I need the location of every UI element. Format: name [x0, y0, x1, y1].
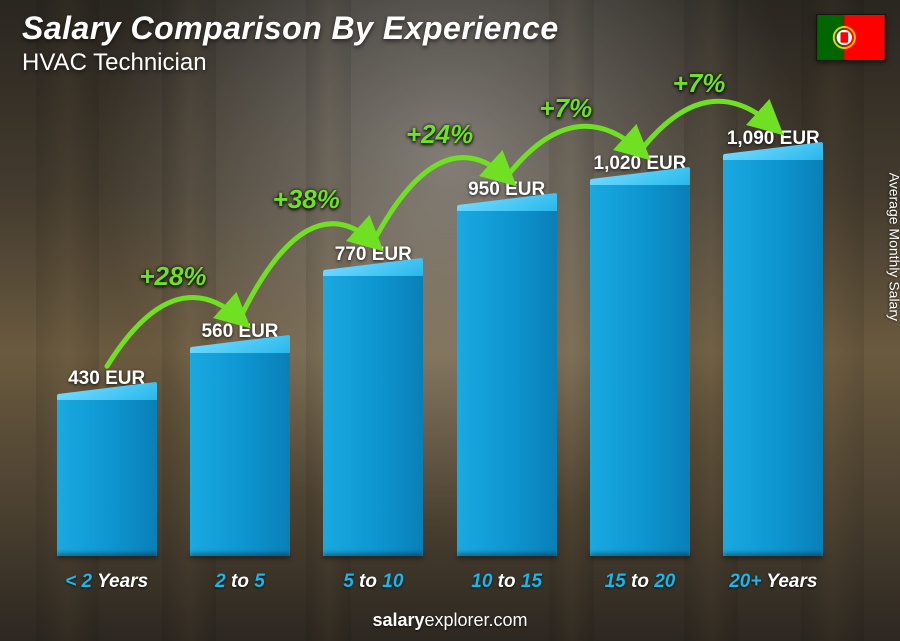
x-axis-label: 10 to 15: [440, 571, 573, 593]
country-flag-icon: [816, 14, 886, 61]
footer-brand-bold: salary: [372, 610, 424, 630]
footer-brand-rest: explorer.com: [425, 610, 528, 630]
bar-group: 1,090 EUR: [707, 110, 840, 556]
x-axis-label: 5 to 10: [307, 571, 440, 593]
chart-header: Salary Comparison By Experience HVAC Tec…: [22, 10, 559, 77]
bar-group: 560 EUR: [173, 110, 306, 556]
footer-brand: salaryexplorer.com: [0, 610, 900, 631]
x-axis-label: 2 to 5: [173, 571, 306, 593]
bar-group: 770 EUR: [307, 110, 440, 556]
x-axis-label: 15 to 20: [573, 571, 706, 593]
bar-group: 950 EUR: [440, 110, 573, 556]
chart-title: Salary Comparison By Experience: [22, 10, 559, 47]
bar: [57, 400, 157, 556]
bar-group: 430 EUR: [40, 110, 173, 556]
x-axis-label: < 2 Years: [40, 571, 173, 593]
bar-chart: 430 EUR 560 EUR 770 EUR 950 EUR 1,020 EU…: [40, 110, 840, 556]
chart-subtitle: HVAC Technician: [22, 49, 559, 77]
growth-percent-label: +7%: [673, 68, 726, 99]
bar: [723, 160, 823, 556]
bar: [590, 185, 690, 556]
bar: [457, 211, 557, 556]
bar: [323, 276, 423, 556]
x-axis-label: 20+ Years: [707, 571, 840, 593]
y-axis-label: Average Monthly Salary: [886, 172, 900, 320]
x-axis: < 2 Years2 to 55 to 1010 to 1515 to 2020…: [40, 571, 840, 593]
bar: [190, 353, 290, 556]
bar-group: 1,020 EUR: [573, 110, 706, 556]
